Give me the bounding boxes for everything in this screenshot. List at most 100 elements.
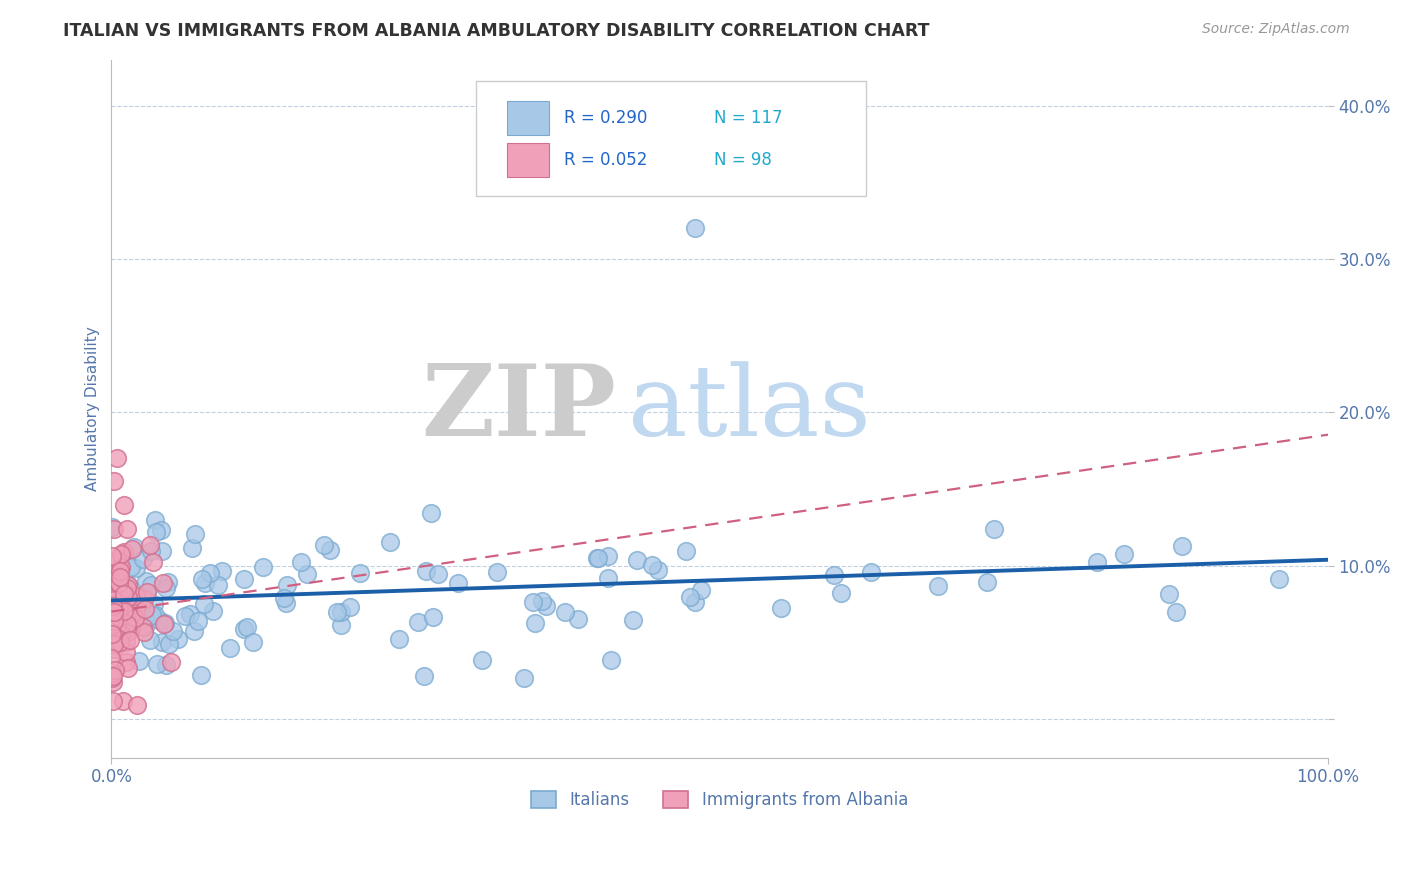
Point (276, 596, 298, 610)
Point (406, 615, 429, 629)
Point (159, 637, 181, 651)
Point (107, 451, 129, 466)
Point (101, 694, 124, 708)
Point (104, 587, 127, 601)
Point (103, 614, 125, 628)
Point (585, 550, 607, 565)
Point (339, 600, 361, 615)
Point (132, 552, 155, 566)
Point (242, 635, 264, 649)
Point (233, 573, 256, 587)
Point (685, 221, 707, 235)
Point (107, 599, 129, 614)
Point (159, 655, 181, 669)
Point (100, 627, 122, 641)
Point (150, 635, 173, 649)
Point (588, 551, 610, 566)
Point (104, 635, 127, 649)
Text: R = 0.052: R = 0.052 (564, 151, 647, 169)
Point (114, 655, 136, 669)
Point (105, 594, 128, 608)
Point (415, 564, 437, 578)
Point (108, 576, 131, 591)
Point (859, 566, 882, 580)
Point (103, 604, 125, 618)
Point (110, 608, 132, 623)
Point (101, 616, 124, 631)
Point (103, 627, 125, 641)
Point (103, 590, 125, 604)
Point (1085, 555, 1108, 569)
Point (153, 617, 176, 632)
Point (183, 527, 205, 541)
FancyBboxPatch shape (506, 102, 550, 135)
Point (134, 620, 156, 634)
Point (107, 569, 129, 583)
Point (295, 566, 318, 581)
Point (136, 584, 159, 599)
Point (104, 613, 127, 627)
Point (319, 543, 342, 558)
Point (107, 617, 129, 632)
Point (107, 621, 129, 635)
Point (108, 575, 131, 590)
Point (100, 651, 122, 665)
Point (108, 634, 131, 648)
Point (142, 598, 165, 612)
Point (219, 641, 242, 656)
Point (108, 570, 131, 584)
Point (108, 595, 131, 609)
Point (110, 547, 132, 561)
Point (110, 560, 132, 574)
Point (139, 544, 162, 558)
Point (1164, 605, 1187, 619)
Point (190, 667, 212, 681)
Y-axis label: Ambulatory Disability: Ambulatory Disability (86, 326, 100, 491)
Point (117, 591, 139, 605)
Point (135, 574, 157, 589)
Point (524, 616, 547, 631)
Point (103, 591, 125, 606)
Point (110, 564, 132, 578)
Point (155, 615, 177, 630)
Point (134, 610, 156, 624)
Point (117, 625, 139, 640)
Point (530, 594, 553, 608)
Point (100, 629, 122, 643)
Point (512, 671, 534, 685)
Point (534, 599, 557, 614)
Point (647, 563, 669, 577)
Point (679, 590, 702, 604)
Point (103, 642, 125, 657)
Point (427, 567, 450, 582)
Point (103, 598, 125, 612)
Point (769, 600, 792, 615)
Point (120, 614, 142, 628)
Point (110, 582, 132, 596)
Point (100, 607, 122, 622)
Text: ITALIAN VS IMMIGRANTS FROM ALBANIA AMBULATORY DISABILITY CORRELATION CHART: ITALIAN VS IMMIGRANTS FROM ALBANIA AMBUL… (63, 22, 929, 40)
Point (103, 605, 125, 619)
Point (128, 654, 150, 668)
Point (101, 583, 124, 598)
Point (471, 653, 494, 667)
Point (104, 574, 127, 588)
Point (110, 626, 132, 640)
Point (422, 610, 444, 624)
Point (187, 614, 209, 628)
Point (139, 633, 162, 648)
Point (103, 605, 125, 619)
Point (145, 607, 167, 622)
Point (181, 541, 204, 555)
Point (125, 698, 148, 712)
Point (105, 564, 128, 578)
Point (685, 595, 707, 609)
Point (621, 613, 644, 627)
Point (179, 607, 201, 621)
Point (198, 566, 221, 581)
Point (111, 588, 134, 602)
Point (124, 611, 146, 625)
Point (132, 625, 155, 640)
Point (125, 589, 148, 603)
Point (155, 658, 177, 673)
